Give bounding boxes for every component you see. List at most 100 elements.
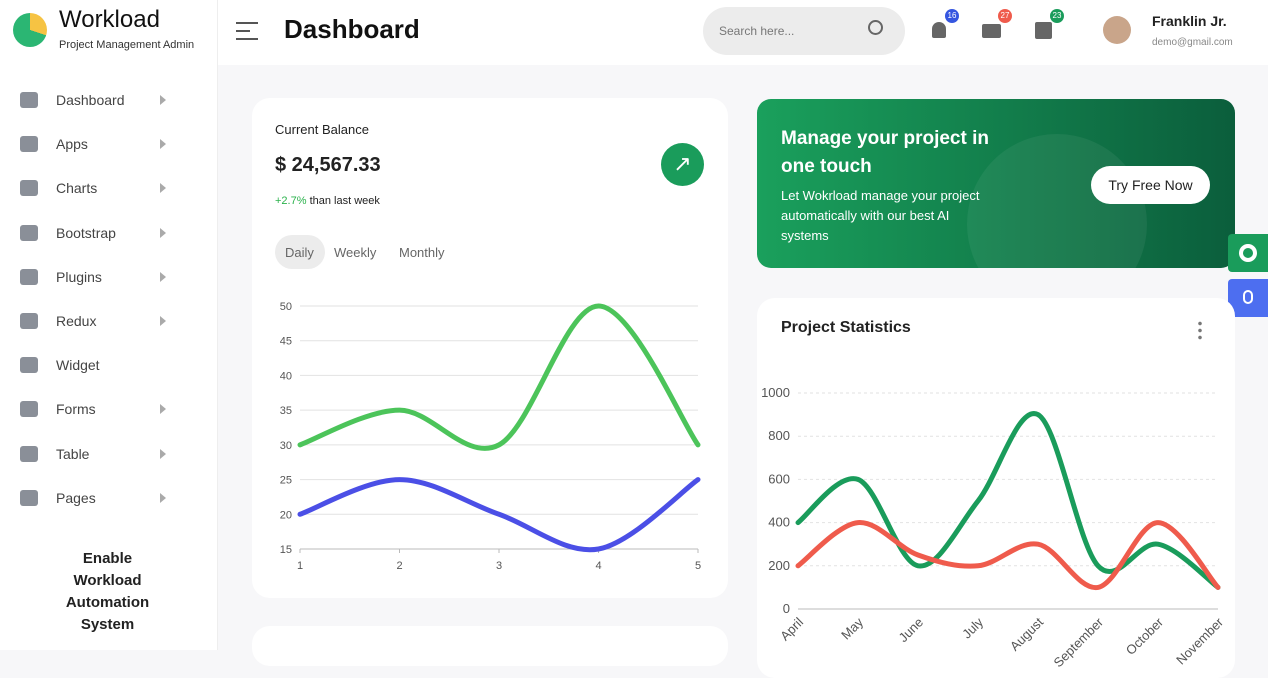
- menu-icon: [20, 180, 38, 197]
- x-tick-label: October: [1123, 614, 1167, 658]
- menu-icon: [20, 92, 38, 108]
- logo: [13, 13, 47, 47]
- line-series: [297, 303, 701, 451]
- x-tick-label: 4: [595, 560, 601, 572]
- y-tick-label: 25: [280, 475, 292, 487]
- stats-card: Project Statistics 0 200 400 600 800 1000 Apri…: [757, 298, 1235, 678]
- menu-arrow: [160, 316, 166, 326]
- menu-arrow: [160, 492, 166, 503]
- x-tick-label: September: [1051, 614, 1107, 670]
- card: [252, 626, 728, 666]
- menu-icon: [20, 313, 38, 329]
- menu-label: Bootstrap: [56, 224, 116, 241]
- topbar: Dashboard Search here... 16 27 23 Frankl…: [218, 0, 1268, 65]
- badge: 27: [998, 9, 1012, 23]
- x-tick-label: 2: [396, 560, 402, 572]
- line-series: [297, 477, 701, 553]
- menu-icon: [20, 268, 38, 285]
- y-tick-label: 45: [280, 336, 292, 348]
- menu-item[interactable]: Pages: [20, 486, 180, 510]
- banner-text: Let Wokrload manage your project automat…: [781, 188, 980, 243]
- y-tick-label: 800: [768, 428, 790, 443]
- more-button[interactable]: [1198, 320, 1202, 340]
- stats-chart: 0 200 400 600 800 1000 April May June July August S…: [761, 385, 1227, 670]
- search-icon[interactable]: [868, 20, 883, 35]
- x-tick-label: 1: [297, 560, 303, 572]
- menu-item[interactable]: Widget: [20, 353, 180, 377]
- y-tick-label: 400: [768, 515, 790, 530]
- y-tick-label: 200: [768, 558, 790, 573]
- mail-icon[interactable]: [982, 24, 1001, 38]
- menu-label: Charts: [56, 180, 98, 197]
- menu-arrow: [160, 139, 166, 150]
- menu-item[interactable]: Forms: [20, 397, 180, 421]
- menu-item[interactable]: Apps: [20, 132, 180, 156]
- line-series: [795, 520, 1221, 590]
- x-tick-label: November: [1173, 614, 1226, 667]
- search-box[interactable]: Search here...: [703, 7, 905, 55]
- search-placeholder: Search here...: [719, 24, 795, 38]
- menu-arrow: [160, 271, 166, 282]
- menu-icon: [20, 136, 38, 153]
- tab[interactable]: Weekly: [334, 245, 377, 260]
- y-tick-label: 40: [280, 370, 292, 382]
- y-tick-label: 30: [280, 440, 292, 452]
- bell-icon[interactable]: [932, 22, 946, 38]
- y-tick-label: 1000: [761, 385, 790, 400]
- menu-item[interactable]: Bootstrap: [20, 221, 180, 245]
- tab[interactable]: Daily: [285, 245, 314, 260]
- menu-icon: [20, 401, 38, 418]
- menu-item[interactable]: Redux: [20, 309, 180, 333]
- banner: Manage your project in one touch Let Wok…: [757, 99, 1235, 268]
- y-tick-label: 600: [768, 471, 790, 486]
- balance-change: +2.7% than last week: [275, 195, 380, 207]
- trend-button[interactable]: ↗: [661, 143, 704, 186]
- promo-text: Enable Workload Automation System: [65, 550, 150, 633]
- menu-label: Pages: [56, 489, 96, 506]
- page-title: Dashboard: [284, 14, 420, 44]
- settings-button[interactable]: [1228, 234, 1268, 272]
- menu-label: Widget: [56, 357, 100, 374]
- y-tick-label: 20: [280, 509, 292, 521]
- menu-arrow: [160, 448, 166, 459]
- menu-icon: [20, 445, 38, 462]
- sidebar: Workload Project Management Admin Dashbo…: [0, 0, 218, 650]
- banner-title: Manage your project in one touch: [781, 128, 989, 177]
- tab[interactable]: Monthly: [399, 245, 445, 260]
- balance-label: Current Balance: [275, 122, 369, 137]
- balance-card: Current Balance $ 24,567.33 +2.7% than l…: [252, 98, 728, 598]
- menu-item[interactable]: Dashboard: [20, 88, 180, 112]
- banner-button[interactable]: Try Free Now: [1091, 166, 1210, 204]
- calendar-icon[interactable]: [1035, 22, 1052, 39]
- tab-active-bg: [275, 235, 325, 269]
- menu-toggle[interactable]: [236, 22, 258, 40]
- x-tick-label: June: [896, 615, 927, 646]
- menu-item[interactable]: Plugins: [20, 265, 180, 289]
- menu-item[interactable]: Charts: [20, 176, 180, 200]
- avatar[interactable]: [1103, 16, 1131, 44]
- x-tick-label: July: [959, 614, 986, 641]
- line-series: [795, 411, 1221, 590]
- balance-amount: $ 24,567.33: [275, 154, 381, 176]
- y-tick-label: 0: [783, 601, 790, 616]
- menu-icon: [20, 357, 38, 374]
- menu-arrow: [160, 404, 166, 415]
- menu-label: Plugins: [56, 268, 102, 285]
- x-tick-label: May: [838, 614, 866, 642]
- stats-title: Project Statistics: [781, 319, 911, 336]
- menu-label: Redux: [56, 313, 97, 329]
- x-tick-label: 3: [496, 560, 502, 572]
- menu-arrow: [160, 183, 166, 194]
- theme-button[interactable]: [1228, 279, 1268, 317]
- menu-item[interactable]: Table: [20, 442, 180, 466]
- menu-label: Forms: [56, 401, 96, 418]
- menu-label: Dashboard: [56, 92, 125, 108]
- brand-name: Workload: [59, 6, 160, 33]
- user-name: Franklin Jr.: [1152, 13, 1227, 29]
- user-email: demo@gmail.com: [1152, 37, 1233, 48]
- menu-icon: [20, 224, 38, 241]
- brand-subtitle: Project Management Admin: [59, 39, 195, 51]
- change-text: than last week: [309, 195, 380, 207]
